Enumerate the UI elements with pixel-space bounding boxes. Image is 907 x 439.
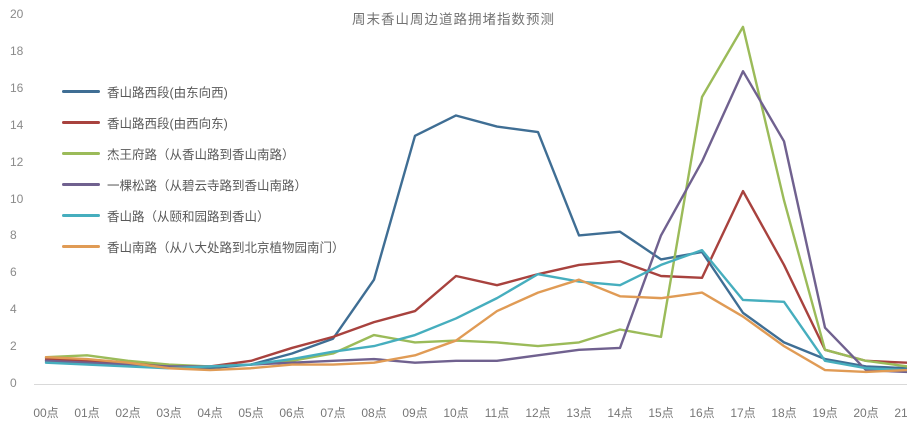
legend-line-swatch [62, 183, 100, 186]
legend-label: 杰王府路（从香山路到香山南路） [107, 148, 295, 162]
legend-line-swatch [62, 121, 100, 124]
legend-label: 一棵松路（从碧云寺路到香山南路） [107, 179, 308, 193]
legend-item-4: 香山路（从颐和园路到香山） [62, 200, 345, 231]
y-tick-label: 2 [10, 339, 17, 354]
y-tick-label: 14 [10, 117, 24, 132]
legend-item-3: 一棵松路（从碧云寺路到香山南路） [62, 169, 345, 200]
y-tick-label: 6 [10, 265, 17, 280]
series-line-4 [44, 248, 907, 372]
x-tick-label: 12点 [525, 406, 551, 420]
legend: 香山路西段(由东向西) 香山路西段(由西向东) 杰王府路（从香山路到香山南路） 一棵松… [62, 76, 345, 262]
x-tick-label: 14点 [607, 406, 633, 420]
y-tick-label: 0 [10, 376, 17, 390]
legend-item-5: 香山南路（从八大处路到北京植物园南门） [62, 231, 345, 262]
y-tick-label: 4 [10, 302, 17, 317]
x-tick-label: 15点 [648, 406, 674, 420]
x-tick-label: 20点 [853, 406, 879, 420]
series-line-5 [44, 278, 907, 374]
y-tick-label: 12 [10, 154, 24, 169]
x-tick-label: 10点 [443, 406, 469, 420]
x-tick-label: 02点 [115, 406, 141, 420]
y-tick-label: 20 [10, 7, 24, 21]
x-tick-label: 01点 [74, 406, 100, 420]
legend-item-1: 香山路西段(由西向东) [62, 107, 345, 138]
legend-line-swatch [62, 214, 100, 217]
chart-title: 周末香山周边道路拥堵指数预测 [352, 12, 555, 27]
legend-line-swatch [62, 245, 100, 248]
x-tick-label: 13点 [566, 406, 592, 420]
x-tick-label: 16点 [689, 406, 715, 420]
x-tick-label: 06点 [279, 406, 305, 420]
y-tick-label: 18 [10, 43, 24, 58]
legend-label: 香山路西段(由东向西) [107, 86, 228, 100]
x-tick-label: 18点 [771, 406, 797, 420]
x-tick-label: 07点 [320, 406, 346, 420]
legend-item-2: 杰王府路（从香山路到香山南路） [62, 138, 345, 169]
x-tick-label: 08点 [361, 406, 387, 420]
x-tick-label: 17点 [730, 406, 756, 420]
x-tick-label: 09点 [402, 406, 428, 420]
legend-line-swatch [62, 152, 100, 155]
legend-item-0: 香山路西段(由东向西) [62, 76, 345, 107]
y-tick-label: 8 [10, 228, 17, 243]
x-tick-label: 11点 [484, 406, 510, 420]
x-tick-label: 00点 [33, 406, 59, 420]
legend-line-swatch [62, 90, 100, 93]
y-tick-label: 10 [10, 191, 24, 206]
legend-label: 香山路西段(由西向东) [107, 117, 228, 131]
x-axis-line [34, 384, 907, 385]
x-tick-label: 21点 [894, 406, 907, 420]
x-tick-label: 05点 [238, 406, 264, 420]
x-tick-label: 03点 [156, 406, 182, 420]
x-tick-label: 04点 [197, 406, 223, 420]
x-tick-label: 19点 [812, 406, 838, 420]
y-tick-label: 16 [10, 80, 24, 95]
legend-label: 香山路（从颐和园路到香山） [107, 210, 270, 224]
legend-label: 香山南路（从八大处路到北京植物园南门） [107, 241, 345, 255]
